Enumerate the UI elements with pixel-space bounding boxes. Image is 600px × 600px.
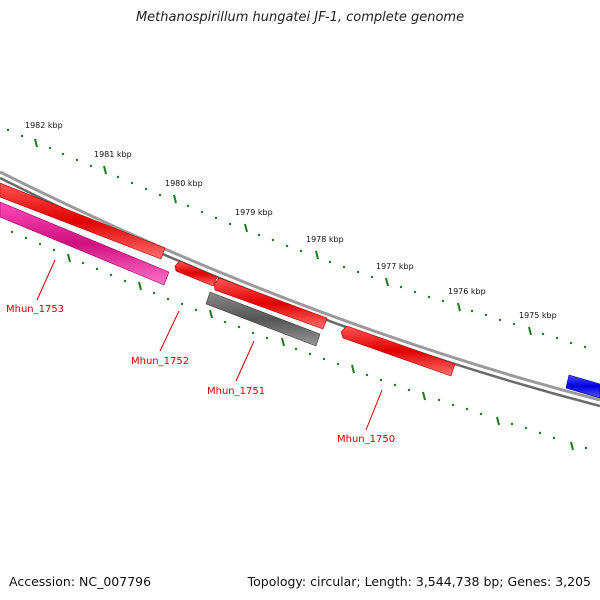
major-tick bbox=[385, 277, 389, 287]
gene-mhun-1751[interactable] bbox=[205, 291, 321, 347]
tick-label: 1980 kbp bbox=[165, 179, 203, 188]
major-tick bbox=[67, 253, 71, 263]
gene-mhun-1750[interactable] bbox=[340, 325, 456, 377]
backbone-outer bbox=[0, 170, 600, 402]
major-tick bbox=[315, 250, 319, 260]
tick-label: 1981 kbp bbox=[94, 150, 132, 159]
leader-mhun-1750 bbox=[365, 389, 383, 431]
accession-text: Accession: NC_007796 bbox=[9, 574, 152, 589]
major-tick bbox=[173, 194, 177, 204]
major-tick bbox=[103, 165, 107, 175]
major-tick bbox=[496, 416, 500, 426]
feature-forward-mid[interactable] bbox=[213, 277, 328, 330]
leader-mhun-1752 bbox=[159, 310, 180, 352]
upper-ruler: 1982 kbp 1981 kbp 1980 kbp 1979 kbp 1978… bbox=[6, 121, 587, 349]
gene-label-mhun-1751[interactable]: Mhun_1751 bbox=[207, 386, 265, 397]
gene-mhun-1753[interactable] bbox=[0, 201, 170, 286]
major-tick bbox=[570, 441, 574, 451]
gene-label-mhun-1753[interactable]: Mhun_1753 bbox=[6, 304, 64, 315]
major-tick bbox=[209, 309, 213, 319]
major-tick bbox=[138, 281, 142, 291]
genome-title: Methanospirillum hungatei JF-1, complete… bbox=[135, 10, 465, 25]
leader-mhun-1753 bbox=[36, 259, 56, 301]
backbone-inner bbox=[0, 176, 600, 408]
tick-label: 1976 kbp bbox=[448, 287, 486, 296]
tick-label: 1977 kbp bbox=[376, 262, 414, 271]
major-tick bbox=[351, 364, 355, 374]
genome-summary-text: Topology: circular; Length: 3,544,738 bp… bbox=[247, 574, 591, 589]
gene-label-mhun-1752[interactable]: Mhun_1752 bbox=[131, 356, 189, 367]
major-tick bbox=[422, 391, 426, 401]
major-tick bbox=[281, 337, 285, 347]
tick-label: 1975 kbp bbox=[519, 311, 557, 320]
feature-forward-left[interactable] bbox=[0, 182, 166, 260]
major-tick bbox=[244, 223, 248, 233]
major-tick bbox=[34, 138, 38, 148]
lower-ruler bbox=[10, 230, 588, 451]
gene-label-mhun-1750[interactable]: Mhun_1750 bbox=[337, 434, 395, 445]
leader-mhun-1751 bbox=[235, 340, 255, 382]
tick-label: 1982 kbp bbox=[25, 121, 63, 130]
tick-label: 1979 kbp bbox=[235, 208, 273, 217]
major-tick bbox=[457, 302, 461, 312]
gene-mhun-1752[interactable] bbox=[174, 260, 218, 287]
tick-label: 1978 kbp bbox=[306, 235, 344, 244]
feature-blue-right[interactable] bbox=[565, 374, 600, 399]
major-tick bbox=[528, 326, 532, 336]
